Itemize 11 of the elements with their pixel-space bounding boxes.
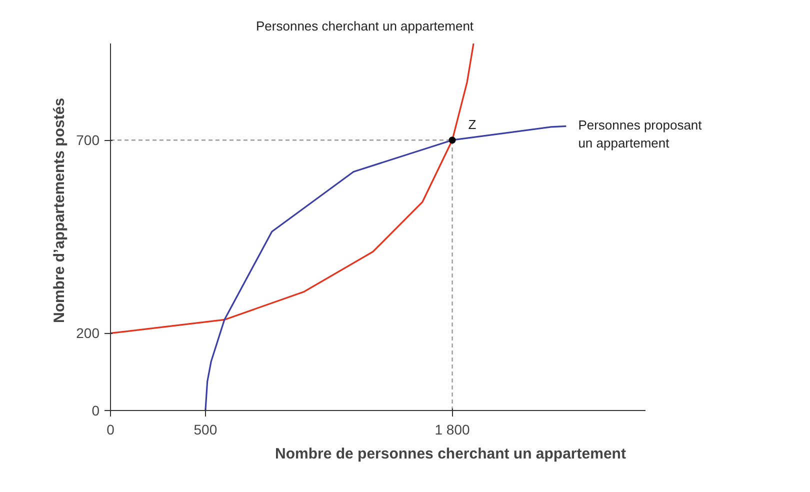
x-tick-label: 1 800 (434, 422, 470, 438)
x-axis-title: Nombre de personnes cherchant un appartement (275, 446, 626, 462)
y-axis-title: Nombre d’appartements postés (51, 98, 68, 324)
y-tick-label: 0 (92, 402, 100, 418)
x-tick-label: 0 (106, 422, 115, 438)
y-tick-label: 200 (76, 325, 100, 342)
y-tick-label: 700 (76, 132, 100, 148)
series-label: Personnes cherchant un appartement (256, 18, 474, 34)
x-tick-label: 500 (194, 422, 218, 438)
annotation: Z (468, 117, 476, 132)
series-label: Personnes proposant un appartement (578, 118, 702, 151)
